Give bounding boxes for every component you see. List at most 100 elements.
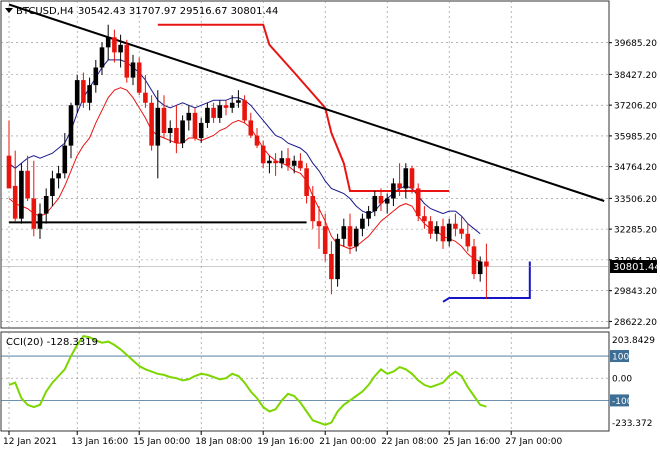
candle-body [19,170,24,219]
main-panel-frame [0,0,610,329]
y-tick-label: 28622.20 [614,318,657,328]
current-price-label: 30801.44 [613,262,660,273]
candle-body [161,107,167,134]
x-tick-label: 13 Jan 16:00 [71,437,128,447]
cci-line [8,335,487,426]
candle-body [211,107,216,118]
candle-body [99,47,105,68]
candle-body [440,226,446,242]
candle-body [279,158,285,164]
candle-body [205,107,210,123]
candle-layer [6,24,489,299]
candle-body [149,102,154,146]
x-tick-label: 15 Jan 00:00 [133,437,190,447]
candle-body [446,223,452,242]
y-tick-label: 39685.20 [614,39,657,49]
candle-body [477,261,483,275]
candle-body [81,80,86,103]
indicator-scale-bottom: -233.372 [612,419,652,429]
candle-body [304,168,309,196]
candle-body [465,233,471,247]
candle-body [180,120,185,144]
candle-body [25,170,30,199]
indicator-label: CCI(20) -128.3319 [6,337,98,348]
candle-body [310,195,316,222]
candle-body [198,122,204,139]
candle-body [403,168,409,189]
cci-tick-label: 0.00 [612,375,632,385]
candle-body [124,44,130,78]
candle-body [118,44,123,53]
candle-body [360,218,365,229]
cci-layer [8,335,487,426]
candle-body [248,120,254,136]
candle-body [130,62,136,78]
x-tick-label: 25 Jan 16:00 [443,437,500,447]
y-tick-label: 38427.20 [614,71,657,81]
candle-body [217,105,223,118]
candle-body [223,105,229,108]
candle-body [31,198,37,229]
candle-body [50,178,55,196]
candle-body [291,160,297,166]
candle-body [143,92,148,103]
x-tick-label: 12 Jan 2021 [3,437,57,447]
candle-body [372,195,378,212]
candle-body [192,112,198,139]
candle-body [56,173,61,179]
x-tick-label: 22 Jan 08:00 [381,437,438,447]
candle-body [428,221,433,234]
candle-body [242,100,247,121]
candle-body [384,198,390,204]
symbol-label: BTCUSD,H4 [16,6,74,17]
cci-level-badge [610,394,629,407]
y-tick-label: 35985.20 [614,132,657,142]
red-step-line [157,23,450,192]
candle-body [409,168,415,189]
candle-body [298,160,303,169]
x-tick-label: 18 Jan 08:00 [195,437,252,447]
candle-body [341,226,347,239]
ohlc-label: 30542.43 31707.97 29516.67 30801.44 [78,6,278,17]
candle-body [112,37,117,53]
candle-body [415,188,421,217]
candle-body [322,226,328,254]
candle-body [366,211,371,219]
cci-tick-label: -100 [612,397,633,407]
candle-body [136,62,142,93]
candle-body [6,155,12,189]
candle-body [335,238,340,280]
candle-body [391,183,396,199]
candle-body [93,67,99,86]
x-tick-label: 21 Jan 00:00 [319,437,376,447]
y-tick-label: 29843.20 [614,287,657,297]
candle-body [74,80,80,106]
y-tick-label: 32285.20 [614,226,657,236]
cci-level-badge [610,350,629,363]
candle-body [484,261,489,267]
candle-body [186,112,192,121]
candle-body [353,228,359,247]
candle-body [167,127,173,134]
candle-body [62,145,68,174]
x-tick-label: 19 Jan 16:00 [257,437,314,447]
candle-body [422,216,427,222]
candle-body [43,195,49,214]
candle-body [260,145,266,164]
candle-body [105,37,111,48]
candle-body [273,160,278,164]
candle-body [236,100,241,103]
blue-step-line [442,261,531,303]
indicator-panel-frame [0,331,610,432]
indicator-levels [1,355,609,401]
candle-body [267,160,272,164]
collapse-triangle-icon[interactable] [5,8,13,13]
y-tick-label: 34764.20 [614,163,657,173]
candle-body [254,135,260,146]
x-axis-labels: 12 Jan 2021 13 Jan 16:00 15 Jan 00:00 18 Ja… [3,431,562,447]
current-price-box: 30801.44 [610,260,660,273]
y-tick-label: 33506.20 [614,195,657,205]
candle-body [471,246,477,275]
